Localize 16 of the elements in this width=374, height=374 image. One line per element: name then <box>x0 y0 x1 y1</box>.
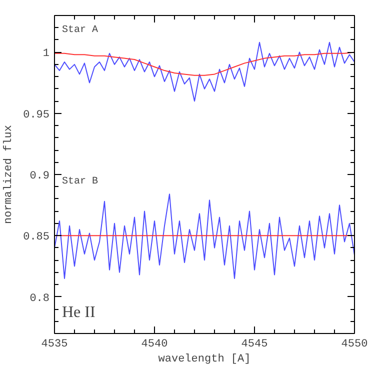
y-tick-label: 0.8 <box>30 292 50 305</box>
line-series <box>54 194 354 279</box>
x-tick-label: 4540 <box>141 338 168 350</box>
line-series <box>54 42 354 102</box>
y-tick-label: 0.85 <box>23 232 50 244</box>
text: Star A <box>62 25 98 36</box>
series-label: Star B <box>62 176 98 188</box>
y-tick-label: 1 <box>42 48 50 60</box>
x-axis-title: wavelength [A] <box>158 354 251 366</box>
x-tick-label: 4550 <box>341 338 368 350</box>
x-tick-label: 4545 <box>241 338 268 350</box>
annotation: He II <box>62 304 96 321</box>
y-tick-label: 0.95 <box>23 109 50 122</box>
y-axis-title: normalized flux <box>3 124 16 224</box>
x-tick-label: 4535 <box>41 338 68 350</box>
y-tick-label: 0.9 <box>30 170 50 182</box>
